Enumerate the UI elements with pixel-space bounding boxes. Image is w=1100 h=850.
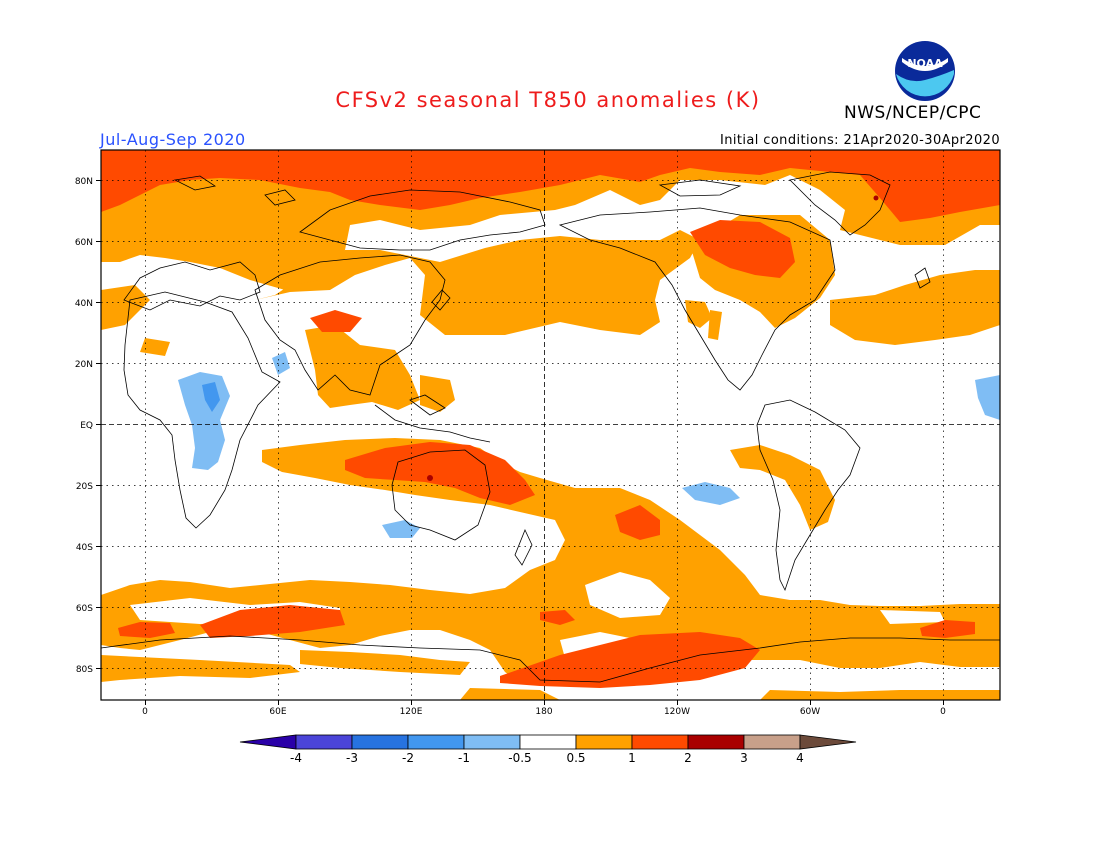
lat-label: 20S [76,482,93,492]
colorbar-arrow-low [239,734,297,750]
colorbar-label: 0.5 [566,751,585,765]
colorbar-bin [407,734,465,750]
anomaly-region-2-3 [427,195,879,481]
initial-conditions-label: Initial conditions: 21Apr2020-30Apr2020 [719,133,1000,148]
colorbar-bin [687,734,745,750]
latitude-labels: 80N 60N 40N 20N EQ 20S 40S 60S 80S [75,177,93,675]
colorbar-bin [463,734,521,750]
season-label: Jul-Aug-Sep 2020 [100,130,246,149]
axis-ticks [96,180,944,705]
lon-label: 60E [269,707,286,717]
colorbar-bin [295,734,353,750]
colorbar-label: -3 [346,751,358,765]
colorbar [239,734,857,750]
anomaly-field [101,150,1000,700]
colorbar-bin [743,734,801,750]
lon-label: 120E [400,707,423,717]
lat-label: 20N [75,360,93,370]
colorbar-label: 2 [684,751,692,765]
lon-label: 0 [940,707,946,717]
map-title: CFSv2 seasonal T850 anomalies (K) [335,88,761,112]
colorbar-bin [575,734,633,750]
lon-label: 0 [142,707,148,717]
lon-label: 120W [664,707,690,717]
lat-label: 80N [75,177,93,187]
lat-label: 60S [76,604,93,614]
anomaly-region-neg1-neg2 [202,382,220,412]
lat-label: 40N [75,299,93,309]
noaa-logo: NOAA [895,41,955,101]
colorbar-label: 3 [740,751,748,765]
lon-label: 60W [800,707,820,717]
graticule [101,150,1000,700]
colorbar-label: -4 [290,751,302,765]
colorbar-label: -1 [458,751,470,765]
coastlines [101,171,1000,683]
colorbar-label: -2 [402,751,414,765]
colorbar-bin [351,734,409,750]
lat-label: 40S [76,543,93,553]
colorbar-bin [519,734,577,750]
colorbar-arrow-high [799,734,857,750]
colorbar-label: -0.5 [508,751,531,765]
lat-label: 80S [76,665,93,675]
lon-label: 180 [535,707,552,717]
colorbar-bin [631,734,689,750]
colorbar-labels: -4 -3 -2 -1 -0.5 0.5 1 2 3 4 [290,751,804,765]
lat-label: EQ [80,421,93,431]
colorbar-label: 1 [628,751,636,765]
noaa-logo-text: NOAA [907,57,943,70]
reference-lines [101,150,1000,700]
colorbar-label: 4 [796,751,804,765]
anomaly-region-1-2 [101,150,1000,688]
agency-label: NWS/NCEP/CPC [844,103,982,123]
longitude-labels: 0 60E 120E 180 120W 60W 0 [142,707,946,717]
lat-label: 60N [75,238,93,248]
